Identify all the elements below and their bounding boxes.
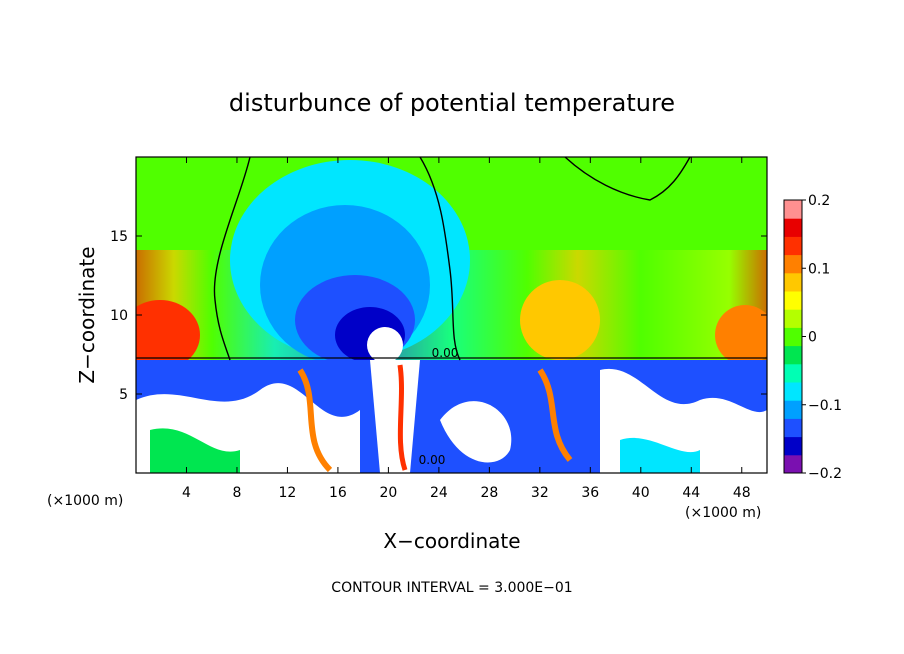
colorbar-tick-label: −0.2 — [808, 466, 842, 482]
lower-orange-streak-1 — [297, 368, 333, 473]
warm-anomaly-right — [715, 305, 767, 365]
warm-anomaly-left — [136, 300, 200, 370]
colorbar-segment — [784, 363, 802, 383]
colorbar-segment — [784, 272, 802, 292]
x-unit-left: (×1000 m) — [47, 493, 123, 509]
colorbar-segment — [784, 436, 802, 456]
colorbar-segment — [784, 418, 802, 438]
colorbar-tick-label: −0.1 — [808, 398, 842, 414]
colorbar-segment — [784, 291, 802, 310]
colorbar-segment — [784, 218, 802, 237]
lower-green-patch — [150, 428, 240, 473]
x-tick-label: 36 — [581, 485, 599, 501]
colorbar-segment — [784, 254, 802, 274]
warm-anomaly-center — [520, 280, 600, 360]
colorbar-segment — [784, 236, 802, 256]
x-tick-label: 28 — [480, 485, 498, 501]
colorbar — [784, 200, 802, 474]
colorbar-segment — [784, 454, 802, 474]
colorbar-segment — [784, 400, 802, 419]
colorbar-segment — [784, 382, 802, 401]
x-axis-label: X−coordinate — [383, 529, 520, 553]
lower-white-2 — [370, 360, 420, 473]
contour-label-2: 0.00 — [419, 453, 446, 467]
x-tick-label: 40 — [632, 485, 650, 501]
lower-orange-streak-2 — [397, 364, 408, 471]
colorbar-tick-label: 0 — [808, 330, 817, 346]
lower-orange-streak-3 — [537, 368, 573, 462]
y-axis-ticks: 5 10 15 — [110, 229, 767, 403]
y-axis-label: Z−coordinate — [75, 246, 99, 383]
colorbar-segment — [784, 327, 802, 347]
x-tick-label: 8 — [232, 485, 241, 501]
x-tick-label: 4 — [182, 485, 191, 501]
lower-white-3 — [440, 401, 512, 463]
colorbar-ticks: 0.2 0.1 0 −0.1 −0.2 — [802, 193, 842, 482]
x-tick-label: 16 — [329, 485, 347, 501]
zero-contour-2 — [419, 157, 461, 361]
y-tick-label: 10 — [110, 308, 128, 324]
x-tick-label: 20 — [379, 485, 397, 501]
colorbar-segment — [784, 345, 802, 365]
lower-cyan-patch — [620, 437, 700, 473]
x-unit-right: (×1000 m) — [685, 505, 761, 521]
colorbar-segment — [784, 200, 802, 219]
zero-contour-3 — [564, 157, 691, 201]
cold-anomaly-peak — [367, 327, 403, 363]
x-tick-label: 12 — [279, 485, 297, 501]
heatmap-field — [136, 157, 767, 473]
zero-contour-1 — [213, 157, 251, 361]
contour-interval-note: CONTOUR INTERVAL = 3.000E−01 — [331, 580, 572, 596]
x-tick-label: 44 — [682, 485, 700, 501]
contour-label-1: 0.00 — [432, 346, 459, 360]
colorbar-tick-label: 0.2 — [808, 193, 830, 209]
y-tick-label: 5 — [119, 387, 128, 403]
colorbar-tick-label: 0.1 — [808, 261, 830, 277]
x-axis-ticks: 4 8 12 16 20 24 28 32 36 40 44 48 — [182, 157, 751, 501]
y-tick-label: 15 — [110, 229, 128, 245]
colorbar-segment — [784, 309, 802, 328]
x-tick-label: 24 — [430, 485, 448, 501]
x-tick-label: 48 — [733, 485, 751, 501]
chart-title: disturbunce of potential temperature — [229, 89, 675, 117]
x-tick-label: 32 — [531, 485, 549, 501]
